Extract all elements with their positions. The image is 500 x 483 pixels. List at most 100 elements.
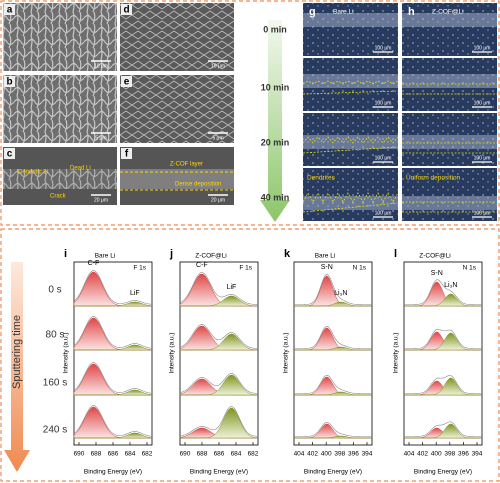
scale-text: 10 μm bbox=[94, 63, 108, 69]
x-tick-label: 398 bbox=[444, 451, 455, 458]
li-surface bbox=[402, 196, 497, 210]
peak bbox=[74, 432, 153, 439]
peak-label: S-N bbox=[321, 264, 333, 271]
annotation: Dense deposition bbox=[175, 182, 221, 188]
peak bbox=[294, 327, 372, 351]
panel-label: a bbox=[7, 5, 13, 16]
scale-text: 5 μm bbox=[95, 135, 106, 141]
x-tick-label: 404 bbox=[294, 451, 305, 458]
x-tick-label: 686 bbox=[108, 451, 119, 458]
peak bbox=[180, 407, 259, 439]
x-tick-label: 684 bbox=[231, 451, 242, 458]
peak bbox=[294, 275, 372, 307]
scale-text: 100 μm bbox=[375, 45, 392, 51]
scale-text: 100 μm bbox=[375, 155, 392, 161]
peak bbox=[74, 389, 153, 396]
label-box bbox=[4, 76, 15, 87]
deposit-line bbox=[302, 202, 399, 213]
annotation: Uniform deposition bbox=[406, 175, 461, 182]
label-box bbox=[4, 4, 15, 15]
peak bbox=[294, 346, 372, 351]
peak bbox=[294, 423, 372, 439]
optical-image bbox=[303, 3, 398, 56]
column-title: Bare Li bbox=[333, 9, 354, 16]
peak bbox=[179, 273, 258, 307]
envelope bbox=[179, 373, 259, 394]
scale-text: 100 μm bbox=[474, 155, 491, 161]
envelope bbox=[294, 273, 372, 305]
x-tick-label: 688 bbox=[197, 451, 208, 458]
optical-image bbox=[402, 113, 497, 166]
peak-label: C-F bbox=[196, 262, 208, 269]
sem-layer bbox=[120, 169, 234, 189]
peak bbox=[180, 295, 259, 307]
x-tick-label: 400 bbox=[321, 451, 332, 458]
panel-label: l bbox=[394, 248, 397, 260]
envelope bbox=[73, 362, 153, 394]
label-box bbox=[121, 148, 132, 159]
scale-text: 20 μm bbox=[211, 197, 225, 203]
peak bbox=[180, 374, 259, 396]
time-label: 20 min bbox=[261, 137, 290, 147]
optical-image bbox=[402, 58, 497, 111]
panel-label: i bbox=[64, 248, 67, 260]
x-label: Binding Energy (eV) bbox=[190, 469, 248, 476]
envelope bbox=[179, 324, 259, 349]
bottom-border bbox=[0, 228, 500, 482]
time-label: 40 min bbox=[261, 192, 290, 202]
panel-title: Bare Li bbox=[95, 253, 116, 260]
panel-label: g bbox=[309, 6, 316, 18]
x-tick-label: 396 bbox=[458, 451, 469, 458]
x-tick-label: 398 bbox=[334, 451, 345, 458]
peak bbox=[294, 435, 372, 439]
panel-label: f bbox=[125, 149, 129, 160]
time-label: 80 s bbox=[46, 330, 65, 341]
li-surface bbox=[402, 74, 497, 88]
li-surface bbox=[402, 13, 497, 27]
peak-label: Li₃N bbox=[334, 290, 347, 297]
panel-label: e bbox=[124, 77, 130, 88]
peak-label: S-N bbox=[431, 270, 443, 277]
x-tick-label: 682 bbox=[248, 451, 259, 458]
scale-text: 10 μm bbox=[211, 63, 225, 69]
scale-text: 100 μm bbox=[474, 210, 491, 216]
scale-text: 100 μm bbox=[474, 45, 491, 51]
y-label: Intensity (a.u.) bbox=[63, 332, 70, 373]
label-box bbox=[121, 4, 132, 15]
label-box bbox=[121, 76, 132, 87]
panel-title: Z-COF@Li bbox=[195, 253, 227, 260]
annotation: Crack bbox=[50, 194, 67, 200]
x-label: Binding Energy (eV) bbox=[304, 469, 362, 476]
envelope bbox=[73, 270, 153, 305]
x-tick-label: 690 bbox=[74, 451, 85, 458]
envelope bbox=[73, 316, 153, 349]
scale-text: 5 μm bbox=[212, 135, 223, 141]
peak bbox=[74, 344, 153, 351]
peak bbox=[294, 376, 372, 396]
y-label: Intensity (a.u.) bbox=[283, 332, 290, 373]
envelope bbox=[294, 325, 372, 349]
deposit-line bbox=[302, 146, 399, 154]
envelope bbox=[404, 421, 482, 437]
column-title: Z-COF@Li bbox=[432, 9, 464, 16]
x-tick-label: 404 bbox=[404, 451, 415, 458]
x-tick-label: 686 bbox=[214, 451, 225, 458]
envelope bbox=[404, 375, 482, 394]
peak bbox=[74, 301, 153, 307]
panel-label: b bbox=[6, 77, 12, 88]
deposit-line bbox=[302, 192, 399, 203]
panel-label: j bbox=[169, 248, 173, 260]
peak-label: Li₃N bbox=[444, 282, 457, 289]
x-label: Binding Energy (eV) bbox=[414, 469, 472, 476]
envelope bbox=[294, 374, 372, 394]
y-label: Intensity (a.u.) bbox=[393, 332, 400, 373]
li-surface bbox=[303, 135, 398, 149]
time-label: 0 s bbox=[48, 285, 61, 296]
plot-frame bbox=[403, 261, 483, 446]
time-arrow bbox=[260, 20, 290, 222]
scale-text: 100 μm bbox=[474, 100, 491, 106]
panel-title: Z-COF@Li bbox=[419, 253, 451, 260]
envelope bbox=[404, 279, 482, 305]
sem-image bbox=[120, 75, 234, 143]
